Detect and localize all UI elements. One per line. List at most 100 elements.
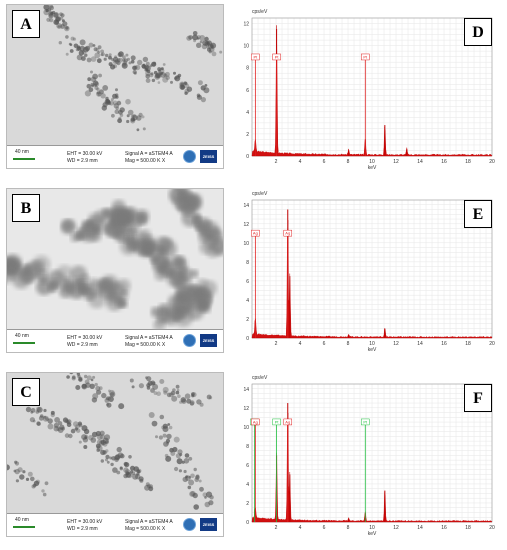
panel-label-c: C [12,378,40,406]
y-tick-label: 4 [246,298,249,304]
x-axis-label: keV [368,531,377,537]
element-marker-label: Pt [275,54,280,59]
y-tick-label: 6 [246,463,249,469]
x-tick-label: 14 [417,159,423,165]
element-marker-label: Ag [285,231,290,236]
eds-spectrum-f: cps/eV 0 2 4 6 8 10 12 14 2 4 6 8 10 12 14 16 18 20 keV Pt Ag… [236,370,498,545]
element-marker-label: Ag [253,231,258,236]
y-axis-label: cps/eV [252,191,268,197]
tem-micrograph-a [43,5,223,132]
y-tick-label: 12 [243,222,249,228]
x-tick-label: 14 [417,341,423,347]
spectrum-series [251,25,493,157]
eht-text: EHT = 30.00 kV [67,519,103,525]
x-tick-label: 2 [275,159,278,165]
institution-logo-icon [183,150,196,163]
x-tick-label: 12 [393,341,399,347]
panel-label-f: F [464,384,492,412]
element-marker-label: Pt [253,54,258,59]
eds-spectrum-d: cps/eV 0 2 4 6 8 10 12 2 4 6 8 10 12 14 16 18 20 keV Pt Pt Pt… [236,4,498,179]
y-tick-label: 12 [243,22,249,28]
element-marker-box [283,418,293,426]
institution-logo-icon [183,334,196,347]
y-tick-label: 2 [246,132,249,138]
zeiss-logo: ZEISS [200,334,217,347]
x-tick-label: 16 [441,341,447,347]
y-tick-label: 14 [243,387,249,393]
y-tick-label: 6 [246,279,249,285]
eds-spectrum-e: cps/eV 0 2 4 6 8 10 12 14 2 4 6 8 10 12 14 16 18 20 keV Ag Ag… [236,186,498,361]
mag-text: Mag = 500.00 K X [125,342,166,348]
y-tick-label: 2 [246,317,249,323]
y-tick-label: 4 [246,110,249,116]
nanoparticle-clusters [43,5,223,132]
wd-text: WD = 2.9 mm [67,158,98,164]
x-tick-label: 10 [369,159,375,165]
y-axis-label: cps/eV [252,9,268,15]
element-marker-box [272,53,281,61]
eds-chart-f: cps/eV 0 2 4 6 8 10 12 14 2 4 6 8 10 12 14 16 18 20 keV Pt Ag… [243,375,495,537]
wd-text: WD = 2.9 mm [67,526,98,532]
element-marker-box [361,53,370,61]
wd-text: WD = 2.9 mm [67,342,98,348]
panel-label-a: A [12,10,40,38]
nanoparticle-clusters [7,189,223,332]
y-tick-label: 12 [243,406,249,412]
signal-text: Signal A = aSTEM4 A [125,519,173,525]
tem-info-bar: 40 nm EHT = 30.00 kV WD = 2.9 mm Signal … [7,329,223,352]
x-tick-label: 2 [275,525,278,531]
x-tick-label: 14 [417,525,423,531]
tem-image-c: 40 nm EHT = 30.00 kV WD = 2.9 mm Signal … [6,372,224,537]
eht-text: EHT = 30.00 kV [67,335,103,341]
y-axis-label: cps/eV [252,375,268,381]
element-marker-label: Pt [363,54,368,59]
y-tick-label: 8 [246,66,249,72]
spectrum-series [251,220,493,339]
mag-text: Mag = 500.00 K X [125,526,166,532]
eds-chart-e: cps/eV 0 2 4 6 8 10 12 14 2 4 6 8 10 12 14 16 18 20 keV Ag Ag [243,191,495,353]
x-tick-label: 20 [489,525,495,531]
x-tick-label: 20 [489,159,495,165]
y-tick-label: 0 [246,520,249,526]
mag-text: Mag = 500.00 K X [125,158,166,164]
nanoparticle-clusters [7,373,214,510]
x-tick-label: 20 [489,341,495,347]
x-tick-label: 6 [323,159,326,165]
x-tick-label: 8 [347,341,350,347]
element-marker-label: Pt [275,419,280,424]
scale-bar [13,158,35,160]
scale-label: 40 nm [15,333,29,339]
panel-label-e: E [464,200,492,228]
y-tick-label: 14 [243,203,249,209]
x-tick-label: 8 [347,525,350,531]
scale-bar [13,526,35,528]
scale-label: 40 nm [15,517,29,523]
x-tick-label: 16 [441,159,447,165]
element-marker-box [251,229,260,237]
y-tick-label: 0 [246,336,249,342]
element-marker-label: Ag [285,419,290,424]
zeiss-logo: ZEISS [200,518,217,531]
x-tick-label: 10 [369,525,375,531]
panel-label-d: D [464,18,492,46]
x-tick-label: 2 [275,341,278,347]
y-tick-label: 10 [243,241,249,247]
x-tick-label: 4 [299,525,302,531]
eds-chart-d: cps/eV 0 2 4 6 8 10 12 2 4 6 8 10 12 14 16 18 20 keV Pt Pt Pt [243,9,495,171]
element-marker-label: Pt [363,419,368,424]
spectrum-series [251,413,493,523]
x-tick-label: 12 [393,525,399,531]
y-tick-label: 10 [243,44,249,50]
x-tick-label: 4 [299,341,302,347]
x-tick-label: 6 [323,525,326,531]
element-marker-box [272,418,281,426]
scale-bar [13,342,35,344]
tem-info-bar: 40 nm EHT = 30.00 kV WD = 2.9 mm Signal … [7,145,223,168]
institution-logo-icon [183,518,196,531]
y-tick-label: 0 [246,154,249,160]
element-marker-box [283,229,293,237]
x-tick-label: 10 [369,341,375,347]
x-tick-label: 18 [465,525,471,531]
x-tick-label: 8 [347,159,350,165]
element-marker-box [361,418,370,426]
